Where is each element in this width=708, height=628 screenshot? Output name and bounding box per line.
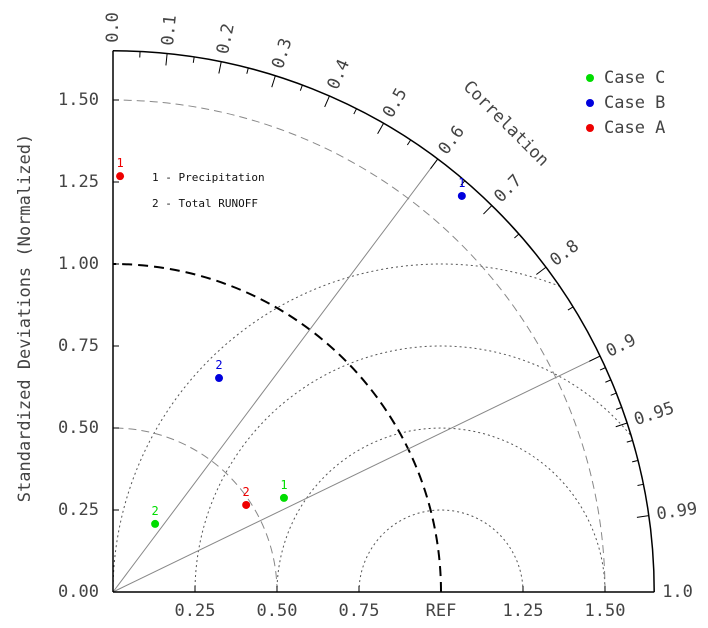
point	[242, 500, 251, 509]
legend-marker	[586, 74, 594, 82]
corr-minor-tick	[637, 483, 644, 486]
corr-tick-label: 0.0	[103, 12, 123, 43]
corr-axis-title: Correlation	[459, 77, 553, 171]
y-tick-label: 0.75	[58, 336, 99, 356]
corr-tick	[430, 158, 439, 169]
corr-tick-label: 0.3	[268, 36, 296, 71]
x-tick-label: 0.25	[175, 601, 216, 621]
corr-tick	[615, 422, 628, 428]
y-tick-label: 0.25	[58, 500, 99, 520]
legend-marker	[586, 124, 594, 132]
legend-label: Case C	[604, 68, 665, 88]
corr-minor-tick	[299, 84, 303, 91]
point-label: 1	[280, 478, 287, 492]
corr-minor-tick	[246, 67, 249, 74]
point-label: 1	[116, 156, 123, 170]
corr-minor-tick	[406, 139, 412, 146]
rms-circle	[194, 345, 655, 593]
y-tick-label: 0.00	[58, 582, 99, 602]
corr-minor-tick	[610, 392, 617, 396]
corr-minor-tick	[353, 108, 357, 115]
x-tick-label: REF	[426, 601, 457, 621]
corr-tick	[636, 515, 649, 518]
ref-arc	[112, 263, 442, 593]
corr-tick-label: 0.99	[655, 499, 698, 525]
corr-minor-tick	[599, 367, 606, 371]
point	[215, 374, 224, 383]
corr-tick	[377, 123, 385, 134]
variable-key: 1 - Precipitation	[152, 171, 265, 184]
point	[116, 172, 125, 181]
x-tick-label: 1.50	[585, 601, 626, 621]
corr-tick	[324, 95, 330, 108]
corr-tick-label: 0.2	[213, 22, 239, 56]
y-tick-label: 1.50	[58, 90, 99, 110]
rms-circle	[113, 263, 655, 593]
corr-line	[112, 355, 601, 593]
legend-label: Case B	[604, 93, 665, 113]
y-tick-label: 0.50	[58, 418, 99, 438]
corr-tick	[589, 355, 601, 362]
corr-tick	[218, 61, 222, 74]
rms-circle	[276, 427, 606, 593]
x-tick-label: 1.25	[503, 601, 544, 621]
point-label: 2	[215, 358, 222, 372]
point-label: 1	[458, 176, 465, 190]
point	[457, 191, 466, 200]
corr-tick-label: 0.4	[324, 56, 355, 92]
corr-minor-tick	[192, 56, 195, 63]
std-arc	[112, 427, 278, 593]
corr-tick	[271, 75, 276, 88]
corr-tick-label: 0.95	[632, 398, 677, 430]
corr-minor-tick	[514, 233, 520, 239]
variable-key: 2 - Total RUNOFF	[152, 197, 258, 210]
x-tick-label: 0.75	[339, 601, 380, 621]
legend-label: Case A	[604, 118, 665, 138]
corr-tick-label: 0.8	[546, 236, 583, 270]
point	[279, 493, 288, 502]
y-tick-label: 1.25	[58, 172, 99, 192]
corr-minor-tick	[626, 439, 633, 443]
y-tick-label: 1.00	[58, 254, 99, 274]
point	[151, 519, 160, 528]
corr-tick	[165, 53, 168, 66]
legend-marker	[586, 99, 594, 107]
corr-tick-label: 0.7	[490, 171, 526, 207]
corr-tick-label: 0.1	[158, 14, 181, 47]
corr-minor-tick	[615, 406, 622, 410]
corr-tick-label: 0.6	[435, 122, 469, 159]
corr-tick	[536, 266, 547, 275]
corr-tick-label: 1.0	[662, 582, 693, 602]
point-label: 2	[243, 485, 250, 499]
corr-tick	[483, 205, 493, 215]
rms-circles	[113, 263, 655, 593]
outer-arc	[112, 50, 655, 593]
std-arc	[112, 99, 606, 593]
corr-tick-label: 0.5	[379, 85, 412, 122]
corr-tick-label: 0.9	[603, 330, 639, 361]
point-label: 2	[151, 504, 158, 518]
corr-minor-tick	[460, 180, 466, 186]
corr-line	[112, 158, 439, 593]
rms-circle	[358, 509, 524, 593]
x-tick-label: 0.50	[257, 601, 298, 621]
corr-minor-tick	[605, 379, 612, 383]
y-axis-title: Standardized Deviations (Normalized)	[15, 134, 35, 502]
corr-minor-tick	[567, 306, 574, 311]
corr-minor-tick	[632, 459, 639, 463]
